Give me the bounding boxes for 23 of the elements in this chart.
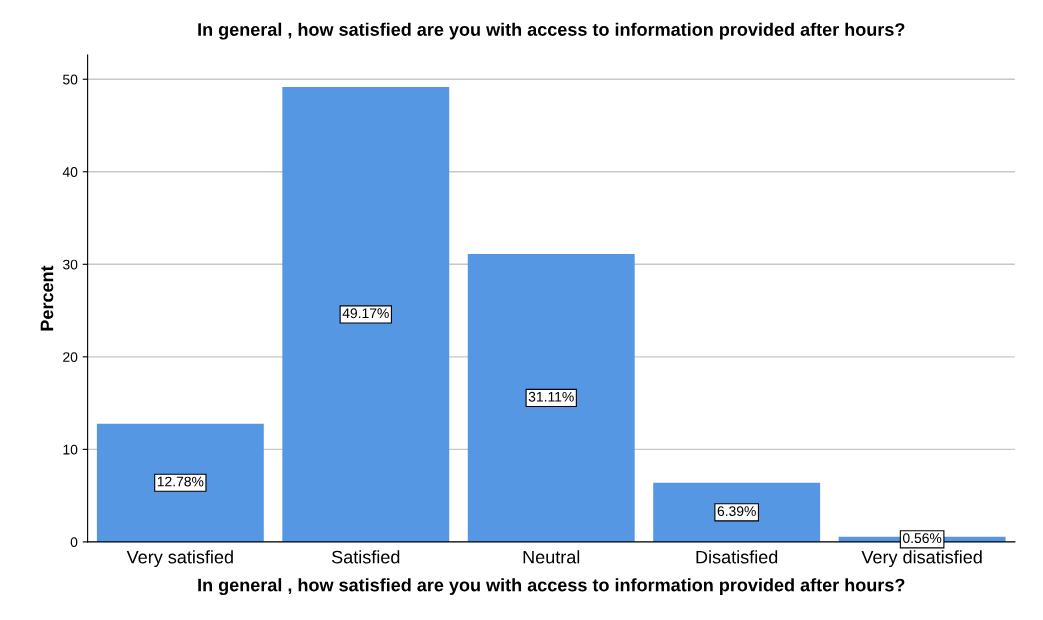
y-tick-label: 50 [63,74,78,85]
data-label: 6.39% [717,506,756,517]
bar [653,482,821,542]
data-label: 0.56% [902,533,942,544]
y-tick-label: 0 [70,537,78,548]
x-axis-title: In general , how satisfied are you with access to information provided after hours? [198,578,905,596]
x-tick-label: Very satisfied [126,550,233,568]
y-tick-label: 20 [63,352,78,362]
x-tick-label: Neutral [523,550,580,564]
x-tick-label: Disatisfied [696,550,778,564]
data-label: 12.78% [157,476,204,487]
y-tick-label: 40 [62,167,78,177]
bar [467,254,635,542]
data-label: 31.11% [528,391,574,402]
y-tick-label: 30 [62,259,78,270]
data-label: 49.17% [342,308,389,319]
chart-title: In general , how satisfied are you with access to information provided after hours? [198,22,905,40]
bar [96,423,264,542]
x-tick-label: Very disatisfied [861,550,982,568]
bar [282,86,450,542]
y-tick-label: 10 [63,444,78,455]
x-tick-label: Satisfied [331,550,400,564]
y-axis-title: Percent [40,265,54,331]
